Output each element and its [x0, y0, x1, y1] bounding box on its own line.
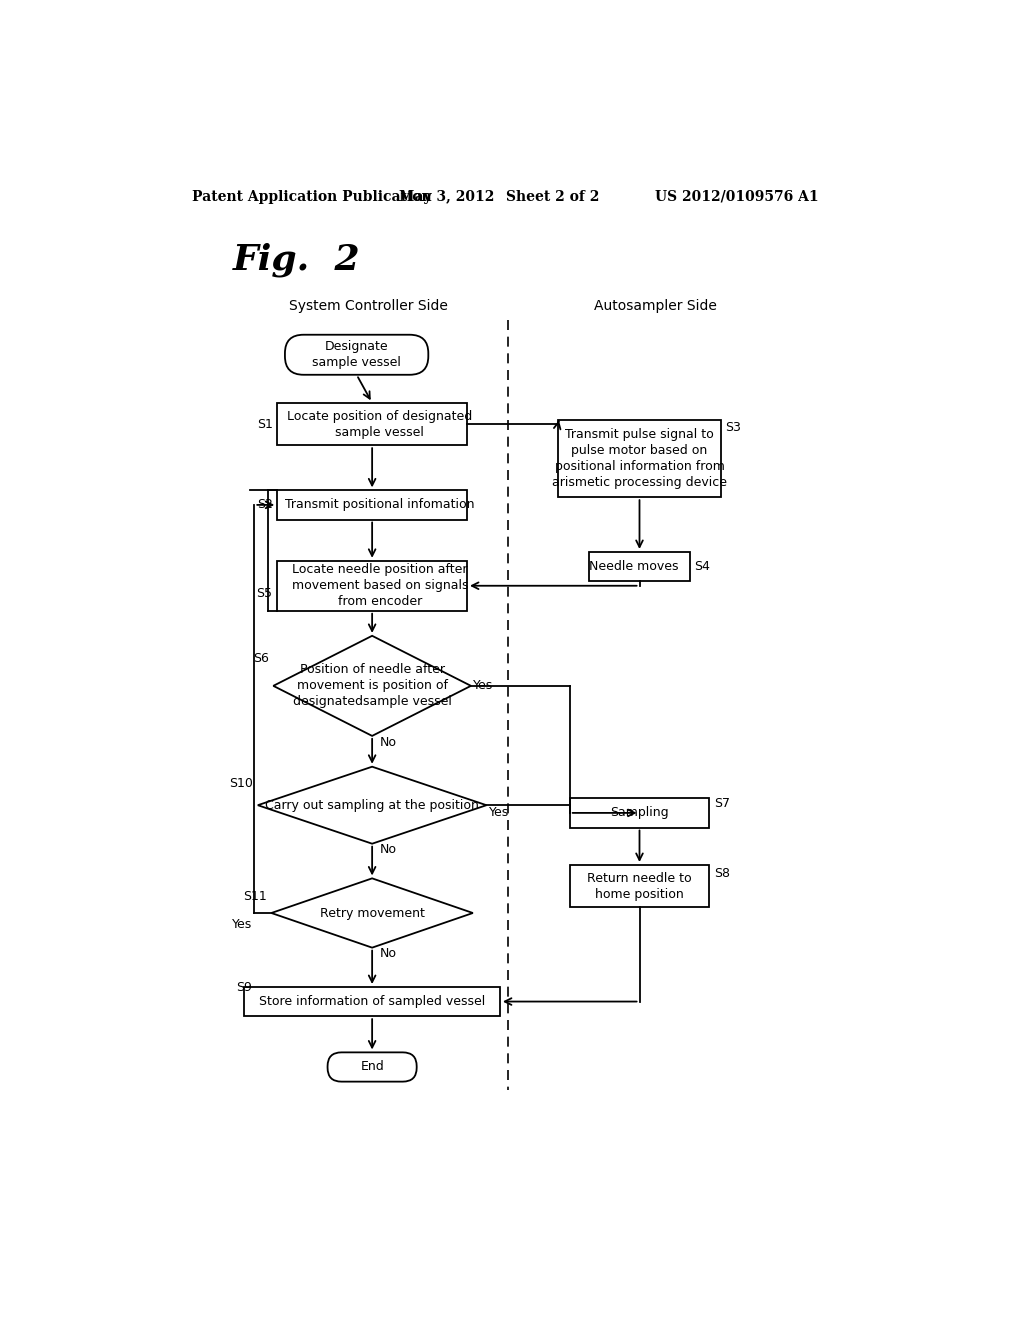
Text: Store information of sampled vessel: Store information of sampled vessel — [259, 995, 485, 1008]
Text: Return needle to
home position: Return needle to home position — [587, 871, 692, 900]
Text: S9: S9 — [237, 981, 252, 994]
Polygon shape — [273, 636, 471, 737]
Text: S10: S10 — [229, 777, 253, 791]
Text: Fig.  2: Fig. 2 — [232, 243, 360, 277]
Text: Yes: Yes — [473, 680, 494, 693]
FancyBboxPatch shape — [278, 561, 467, 611]
Text: S3: S3 — [726, 421, 741, 434]
Text: Sampling: Sampling — [610, 807, 669, 820]
Text: S2: S2 — [257, 499, 272, 511]
Text: S1: S1 — [257, 417, 272, 430]
Polygon shape — [258, 767, 486, 843]
Text: Autosampler Side: Autosampler Side — [594, 300, 717, 313]
Text: S4: S4 — [694, 560, 711, 573]
FancyBboxPatch shape — [245, 987, 500, 1016]
Text: End: End — [360, 1060, 384, 1073]
FancyBboxPatch shape — [278, 490, 467, 520]
Text: Transmit pulse signal to
pulse motor based on
positional information from
arisme: Transmit pulse signal to pulse motor bas… — [552, 428, 727, 490]
Text: Locate needle position after
movement based on signals
from encoder: Locate needle position after movement ba… — [292, 564, 468, 609]
Text: Yes: Yes — [488, 807, 509, 820]
FancyBboxPatch shape — [569, 865, 710, 907]
Text: S6: S6 — [253, 652, 268, 665]
Text: Locate position of designated
sample vessel: Locate position of designated sample ves… — [288, 409, 472, 438]
Polygon shape — [271, 878, 473, 948]
Text: Patent Application Publication: Patent Application Publication — [191, 190, 431, 203]
Text: S5: S5 — [257, 587, 272, 601]
Text: System Controller Side: System Controller Side — [289, 300, 447, 313]
FancyBboxPatch shape — [558, 420, 721, 498]
Text: No: No — [380, 843, 397, 857]
Text: S8: S8 — [714, 867, 730, 880]
Text: May 3, 2012: May 3, 2012 — [399, 190, 495, 203]
Text: No: No — [380, 735, 397, 748]
Text: Yes: Yes — [231, 917, 252, 931]
Text: No: No — [380, 948, 397, 961]
Text: S11: S11 — [243, 890, 266, 903]
Text: Sheet 2 of 2: Sheet 2 of 2 — [506, 190, 600, 203]
Text: S7: S7 — [714, 797, 730, 810]
FancyBboxPatch shape — [285, 335, 428, 375]
Text: Retry movement: Retry movement — [319, 907, 425, 920]
Text: Needle moves: Needle moves — [589, 560, 678, 573]
Text: US 2012/0109576 A1: US 2012/0109576 A1 — [655, 190, 818, 203]
FancyBboxPatch shape — [328, 1052, 417, 1081]
FancyBboxPatch shape — [589, 552, 690, 581]
Text: Position of needle after
movement is position of
designatedsample vessel: Position of needle after movement is pos… — [293, 664, 452, 709]
Text: Designate
sample vessel: Designate sample vessel — [312, 341, 401, 370]
FancyBboxPatch shape — [278, 403, 467, 445]
FancyBboxPatch shape — [569, 799, 710, 828]
Text: Carry out sampling at the position: Carry out sampling at the position — [265, 799, 479, 812]
Text: Transmit positional infomation: Transmit positional infomation — [285, 499, 475, 511]
